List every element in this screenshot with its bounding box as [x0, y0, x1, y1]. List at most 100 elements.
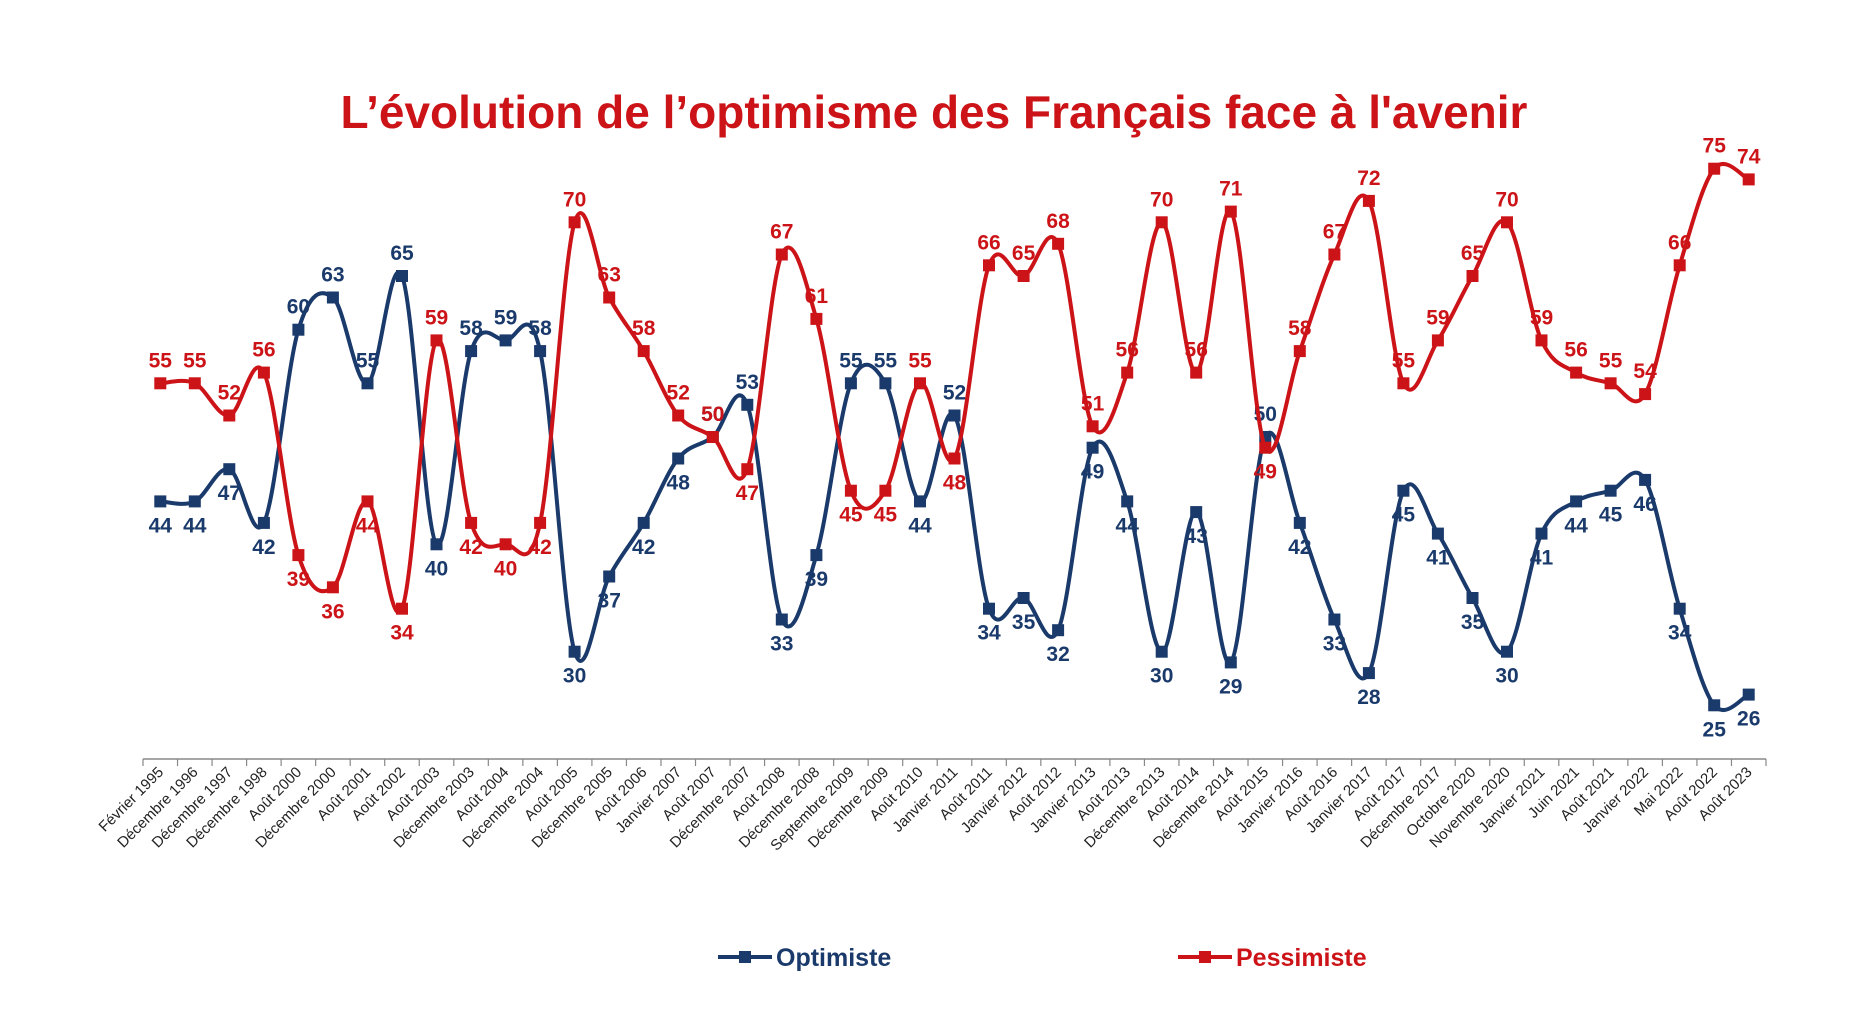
data-point: [154, 495, 167, 508]
data-label: 55: [1599, 349, 1623, 372]
data-point: [1328, 248, 1341, 261]
data-label: 55: [839, 349, 863, 372]
data-label: 36: [321, 600, 344, 623]
data-label: 63: [321, 264, 344, 287]
data-label: 33: [1323, 633, 1346, 656]
data-point: [1293, 516, 1306, 529]
data-point: [1293, 345, 1306, 358]
data-label: 52: [667, 382, 690, 405]
data-point: [1121, 366, 1134, 379]
data-label: 40: [425, 557, 448, 580]
data-point: [1362, 194, 1375, 207]
data-point: [568, 645, 581, 658]
data-label: 55: [908, 349, 932, 372]
data-point: [154, 377, 167, 390]
data-label: 50: [701, 403, 724, 426]
data-point: [1086, 441, 1099, 454]
data-label: 49: [1081, 461, 1104, 484]
data-point: [637, 516, 650, 529]
data-point: [1397, 377, 1410, 390]
data-point: [1328, 613, 1341, 626]
data-point: [396, 602, 408, 615]
data-label: 30: [1495, 665, 1518, 688]
data-label: 33: [770, 633, 793, 656]
data-point: [1224, 205, 1237, 218]
data-point: [1155, 645, 1168, 658]
data-label: 42: [632, 536, 655, 559]
data-point: [948, 452, 961, 465]
data-label: 37: [598, 590, 621, 613]
data-point: [1708, 699, 1721, 712]
data-label: 30: [563, 665, 586, 688]
data-label: 44: [1116, 514, 1140, 537]
data-point: [914, 495, 926, 508]
data-point: [1501, 645, 1513, 658]
data-label: 58: [528, 317, 552, 340]
data-label: 59: [1530, 306, 1553, 329]
data-label: 67: [1323, 221, 1346, 244]
data-label: 53: [736, 371, 759, 394]
data-point: [879, 484, 892, 497]
data-label: 46: [1633, 493, 1656, 516]
data-label: 55: [183, 349, 207, 372]
data-point: [465, 516, 478, 529]
data-label: 47: [218, 482, 241, 505]
data-label: 65: [1461, 242, 1485, 265]
data-point: [396, 270, 408, 282]
data-label: 29: [1219, 675, 1242, 698]
data-label: 51: [1081, 392, 1105, 415]
data-label: 61: [805, 285, 829, 308]
data-label: 44: [149, 514, 173, 537]
data-point: [1224, 656, 1237, 669]
data-point: [1052, 237, 1065, 250]
data-point: [499, 538, 512, 551]
data-label: 42: [1288, 536, 1311, 559]
data-label: 39: [287, 568, 310, 591]
series-group: 44 44 47 42 60 63 55 65 40 58 59 58 30 37 42 48 50 53 33 39…: [149, 135, 1761, 742]
data-label: 70: [563, 188, 586, 211]
data-label: 55: [356, 349, 380, 372]
data-point: [534, 516, 547, 529]
data-label: 56: [1564, 339, 1587, 362]
data-point: [603, 291, 616, 304]
data-label: 58: [632, 317, 656, 340]
data-label: 74: [1737, 145, 1761, 168]
data-label: 72: [1357, 167, 1380, 190]
data-point: [1259, 441, 1272, 454]
data-point: [810, 312, 823, 325]
data-point: [1466, 592, 1479, 604]
data-label: 35: [1461, 611, 1485, 634]
data-label: 44: [183, 514, 207, 537]
data-label: 71: [1219, 178, 1243, 201]
data-point: [844, 484, 857, 497]
data-label: 44: [1564, 514, 1588, 537]
data-label: 70: [1495, 188, 1518, 211]
data-point: [361, 495, 374, 508]
data-label: 45: [1392, 504, 1416, 527]
data-point: [1708, 162, 1721, 175]
data-point: [1501, 216, 1513, 229]
data-label: 47: [736, 482, 759, 505]
series-optimiste: 44 44 47 42 60 63 55 65 40 58 59 58 30 37 42 48 50 53 33 39…: [149, 242, 1761, 741]
data-point: [1121, 495, 1134, 508]
data-label: 59: [1426, 306, 1449, 329]
data-label: 34: [977, 622, 1001, 645]
data-label: 66: [1668, 231, 1691, 254]
data-label: 59: [425, 306, 448, 329]
data-point: [672, 409, 685, 422]
data-point: [1673, 602, 1686, 615]
legend: Optimiste Pessimiste: [718, 944, 1367, 972]
data-point: [188, 377, 201, 390]
legend-label: Pessimiste: [1236, 944, 1367, 972]
data-label: 58: [459, 317, 483, 340]
data-label: 52: [943, 382, 966, 405]
data-point: [1639, 473, 1652, 486]
data-point: [257, 516, 270, 529]
data-point: [257, 366, 270, 379]
data-label: 40: [494, 557, 517, 580]
data-point: [844, 377, 857, 390]
data-point: [983, 259, 995, 272]
data-label: 55: [149, 349, 173, 372]
data-point: [292, 549, 305, 562]
